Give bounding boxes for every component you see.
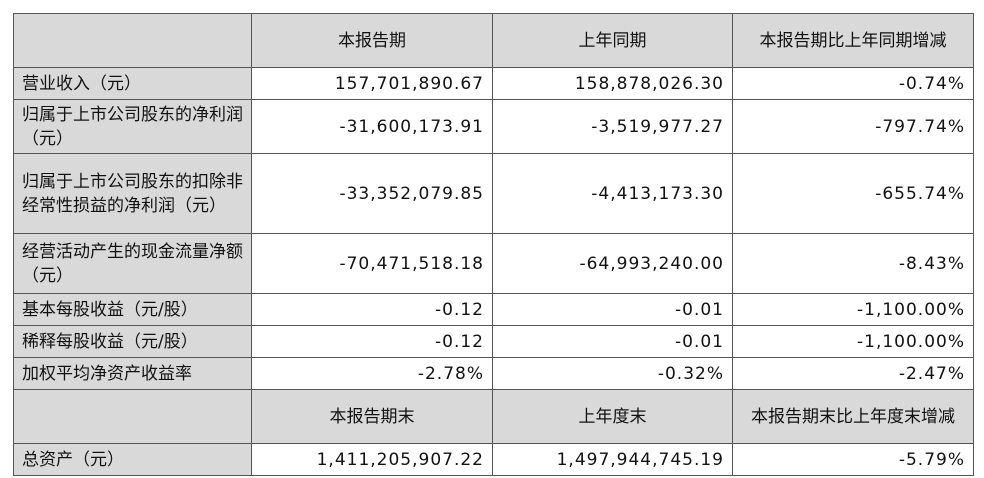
value-cell: 157,701,890.67 [251, 67, 493, 100]
value-cell: -4,413,173.30 [492, 153, 733, 234]
data-row: 归属于上市公司股东的扣除非经常性损益的净利润（元） -33,352,079.85-… [13, 153, 974, 234]
value-cell: -0.12 [251, 325, 493, 358]
row-label: 加权平均净资产收益率 [13, 357, 252, 390]
value-cell: -1,100.00% [732, 325, 974, 358]
value-cell: -0.32% [492, 357, 733, 390]
row-label: 归属于上市公司股东的净利润（元） [13, 99, 252, 154]
header-row: 本报告期末 上年度末 本报告期末比上年度末增减 [13, 389, 974, 444]
value-cell: -70,471,518.18 [251, 233, 493, 294]
data-row: 营业收入（元） 157,701,890.67 158,878,026.30 -0.74… [13, 67, 974, 100]
header-cell [13, 13, 252, 68]
row-label: 总资产（元） [13, 443, 252, 476]
data-row: 稀释每股收益（元/股） -0.12 -0.01 -1,100.00% [13, 325, 974, 358]
row-label: 经营活动产生的现金流量净额（元） [13, 233, 252, 294]
header-cell: 本报告期末 [251, 389, 493, 444]
value-cell: -0.01 [492, 325, 733, 358]
value-cell: -655.74% [732, 153, 974, 234]
data-row: 基本每股收益（元/股） -0.12 -0.01 -1,100.00% [13, 293, 974, 326]
value-cell: -2.78% [251, 357, 493, 390]
data-row: 总资产（元） 1,411,205,907.22 1,497,944,745.19 -5… [13, 443, 974, 476]
table-body: 本报告期 上年同期 本报告期比上年同期增减 营业收入（元） 157,701,890.67… [13, 13, 974, 476]
row-label: 基本每股收益（元/股） [13, 293, 252, 326]
header-cell [13, 389, 252, 444]
value-cell: -0.01 [492, 293, 733, 326]
header-cell: 上年同期 [492, 13, 733, 68]
value-cell: -5.79% [732, 443, 974, 476]
value-cell: -1,100.00% [732, 293, 974, 326]
header-cell: 本报告期比上年同期增减 [732, 13, 974, 68]
row-label: 营业收入（元） [13, 67, 252, 100]
value-cell: -33,352,079.85 [251, 153, 493, 234]
value-cell: -31,600,173.91 [251, 99, 493, 154]
value-cell: -3,519,977.27 [492, 99, 733, 154]
row-label: 归属于上市公司股东的扣除非经常性损益的净利润（元） [13, 153, 252, 234]
value-cell: -0.12 [251, 293, 493, 326]
header-row: 本报告期 上年同期 本报告期比上年同期增减 [13, 13, 974, 68]
data-row: 加权平均净资产收益率 -2.78% -0.32% -2.47% [13, 357, 974, 390]
data-row: 经营活动产生的现金流量净额（元） -70,471,518.18 -64,993,24… [13, 233, 974, 294]
header-cell: 本报告期 [251, 13, 493, 68]
value-cell: -8.43% [732, 233, 974, 294]
header-cell: 上年度末 [492, 389, 733, 444]
value-cell: 158,878,026.30 [492, 67, 733, 100]
value-cell: -0.74% [732, 67, 974, 100]
value-cell: 1,497,944,745.19 [492, 443, 733, 476]
value-cell: -797.74% [732, 99, 974, 154]
value-cell: -2.47% [732, 357, 974, 390]
header-cell: 本报告期末比上年度末增减 [732, 389, 974, 444]
data-row: 归属于上市公司股东的净利润（元） -31,600,173.91 -3,519,977… [13, 99, 974, 154]
value-cell: 1,411,205,907.22 [251, 443, 493, 476]
value-cell: -64,993,240.00 [492, 233, 733, 294]
financial-table: 本报告期 上年同期 本报告期比上年同期增减 营业收入（元） 157,701,890.67… [13, 13, 974, 476]
row-label: 稀释每股收益（元/股） [13, 325, 252, 358]
